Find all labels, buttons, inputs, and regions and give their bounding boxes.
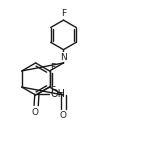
Text: F: F	[61, 9, 66, 18]
Text: N: N	[60, 53, 67, 62]
Text: O: O	[32, 108, 39, 117]
Text: F: F	[50, 63, 55, 72]
Text: OH: OH	[50, 89, 65, 99]
Text: O: O	[60, 111, 67, 120]
Text: F: F	[50, 86, 55, 95]
